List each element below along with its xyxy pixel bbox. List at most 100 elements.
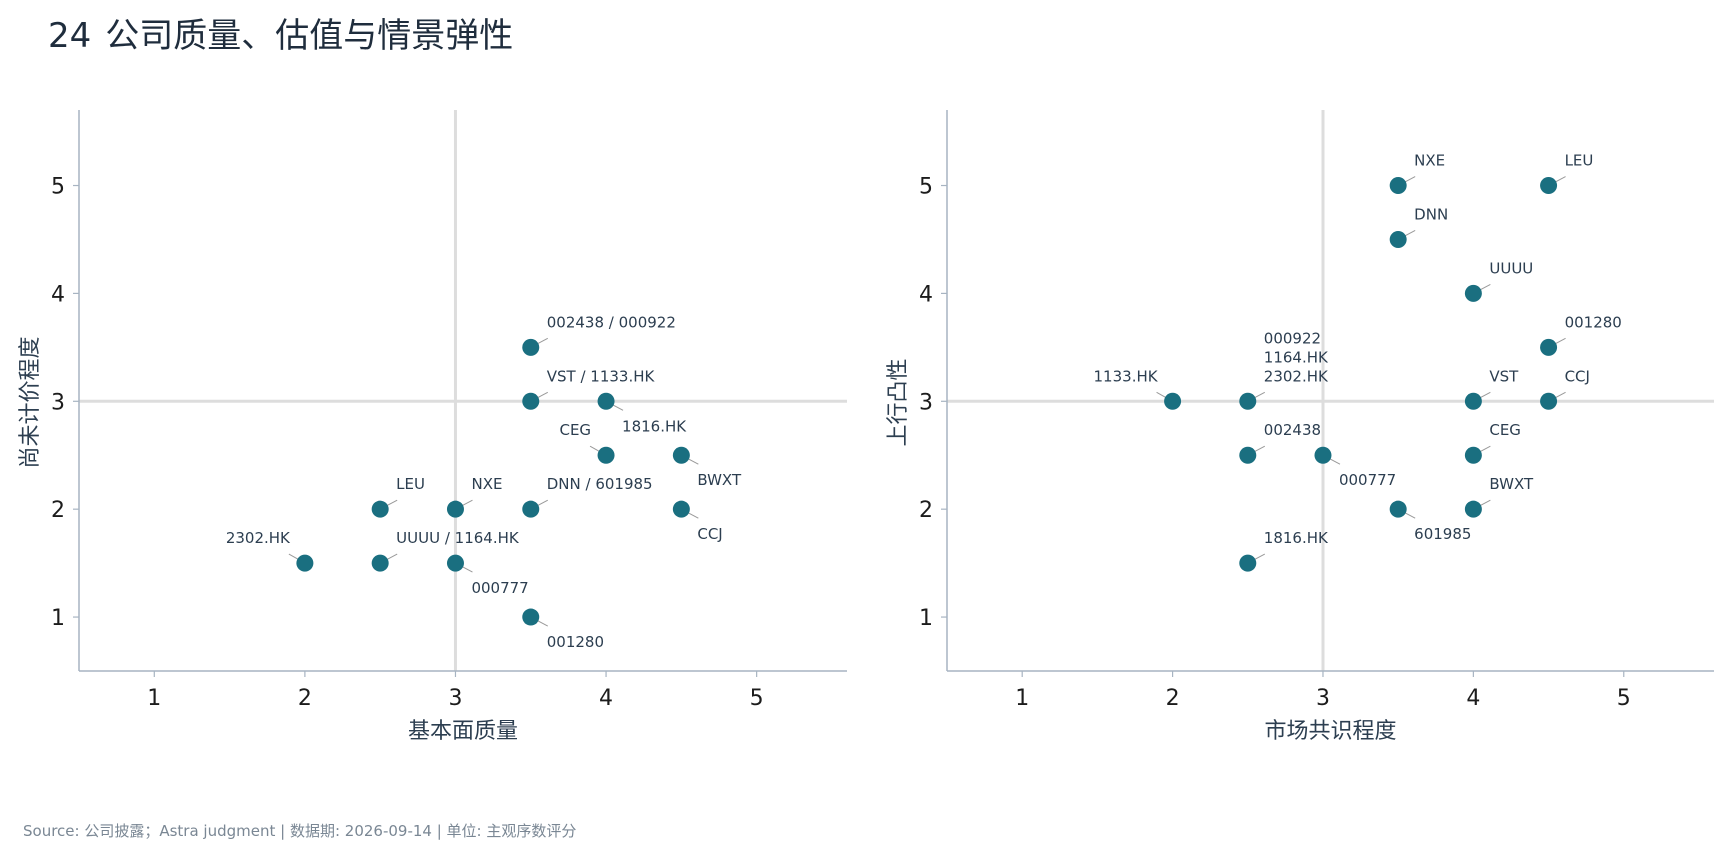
panel1-y-axis-title: 尚未计价程度 (18, 336, 43, 468)
panel2-x-tick-label: 1 (1015, 686, 1029, 711)
panel1-point-label: 1816.HK (622, 417, 687, 435)
panel1-x-tick-label: 4 (599, 686, 613, 711)
panel2-x-axis-title: 市场共识程度 (1264, 719, 1396, 744)
panel2-point-label-line: 1164.HK (1264, 348, 1329, 366)
panel2-point-label: 1133.HK (1094, 367, 1159, 385)
panel1-point-label: 002438 / 000922 (547, 313, 676, 331)
panel1-point-label: DNN / 601985 (547, 475, 653, 493)
panel2-y-axis-title: 上行凸性 (886, 358, 911, 446)
panel2-point-label-line: 601985 (1414, 525, 1471, 543)
panel1-data-point (371, 554, 389, 572)
panel2-x-tick-label: 2 (1166, 686, 1180, 711)
panel1-point-label: 000777 (471, 579, 528, 597)
panel2-point-label: 000922 1164.HK 2302.HK (1264, 329, 1329, 385)
panel1-point-label: LEU (396, 475, 425, 493)
panel1-data-point (296, 554, 314, 572)
panel2-point-label: CEG (1489, 421, 1521, 439)
panel2-point-label-line: 2302.HK (1264, 367, 1329, 385)
panel2-point-label: DNN (1414, 205, 1448, 223)
panel1-y-tick-label: 3 (51, 390, 65, 415)
panel1-point-label: CCJ (697, 525, 722, 543)
panel1-point-label: UUUU / 1164.HK (396, 529, 520, 547)
panel1-point-label: CEG (559, 421, 591, 439)
panel1-y-tick-label: 1 (51, 606, 65, 631)
panel2-y-tick-label: 1 (919, 606, 933, 631)
panel1-point-label-line: NXE (471, 475, 502, 493)
panel2-point-label-line: 1133.HK (1094, 367, 1159, 385)
panel1-x-tick-label: 1 (147, 686, 161, 711)
panel1-point-label: 2302.HK (226, 529, 291, 547)
panel2-point-label-line: VST (1489, 367, 1519, 385)
panel1-data-point (446, 500, 464, 518)
panel2-point-label: VST (1489, 367, 1519, 385)
panel2-y-tick-label: 5 (919, 175, 933, 200)
panel1-data-point (522, 608, 540, 626)
panel1-y-tick-label: 5 (51, 175, 65, 200)
panel1-point-label-line: BWXT (697, 471, 742, 489)
panel2-point-label: 000777 (1339, 471, 1396, 489)
panel2-x-tick-label: 4 (1466, 686, 1480, 711)
panel2-point-label: 001280 (1565, 313, 1622, 331)
panel2-point-label: UUUU (1489, 259, 1533, 277)
panel2-point-label: 1816.HK (1264, 529, 1329, 547)
panel1-y-tick-label: 4 (51, 282, 65, 307)
panel2-point-label-line: 000922 (1264, 329, 1321, 347)
title-number: 24 (48, 16, 92, 56)
panel1-data-point (371, 500, 389, 518)
panel2-data-point (1389, 500, 1407, 518)
panel2-data-point (1464, 392, 1482, 410)
panel1-point-label-line: 001280 (547, 633, 604, 651)
panel2-data-point (1540, 177, 1558, 195)
panel2-point-label-line: LEU (1565, 152, 1594, 170)
panel1-data-point (672, 446, 690, 464)
panel2-x-tick-label: 5 (1617, 686, 1631, 711)
panel1-point-label-line: 002438 / 000922 (547, 313, 676, 331)
panel2-data-point (1464, 446, 1482, 464)
panel2-point-label-line: NXE (1414, 152, 1445, 170)
panel1-point-label-line: VST / 1133.HK (547, 367, 656, 385)
source-note: Source: 公司披露；Astra judgment | 数据期: 2026-… (23, 822, 577, 840)
panel1-point-label-line: CCJ (697, 525, 722, 543)
panel1-point-label-line: UUUU / 1164.HK (396, 529, 520, 547)
panel2-data-point (1464, 284, 1482, 302)
panel1-data-point (597, 446, 615, 464)
panel2-point-label-line: 000777 (1339, 471, 1396, 489)
panel2-data-point (1314, 446, 1332, 464)
panel2-point-label: CCJ (1565, 367, 1590, 385)
panel2-point-label-line: CEG (1489, 421, 1521, 439)
panel2-point-label: 601985 (1414, 525, 1471, 543)
panel2-data-point (1540, 392, 1558, 410)
panel2-point-label-line: CCJ (1565, 367, 1590, 385)
panel2-point-label-line: BWXT (1489, 475, 1534, 493)
panel2-y-tick-label: 4 (919, 282, 933, 307)
panel2-data-point (1239, 554, 1257, 572)
panel1-data-point (522, 338, 540, 356)
panel2-point-label: BWXT (1489, 475, 1534, 493)
panel2-y-tick-label: 2 (919, 498, 933, 523)
panel1-x-axis-title: 基本面质量 (408, 719, 518, 744)
panel1-point-label-line: LEU (396, 475, 425, 493)
panel2-data-point (1239, 392, 1257, 410)
panel2-y-tick-label: 3 (919, 390, 933, 415)
panel2-data-point (1540, 338, 1558, 356)
panel1-point-label: BWXT (697, 471, 742, 489)
panel2-point-label-line: 001280 (1565, 313, 1622, 331)
panel2-point-label: NXE (1414, 152, 1445, 170)
panel1-point-label-line: 2302.HK (226, 529, 291, 547)
panel2-point-label-line: UUUU (1489, 259, 1533, 277)
panel2-data-point (1239, 446, 1257, 464)
panel1-data-point (522, 500, 540, 518)
panel2-x-tick-label: 3 (1316, 686, 1330, 711)
panel1-data-point (522, 392, 540, 410)
panel1-data-point (446, 554, 464, 572)
panel2-point-label: LEU (1565, 152, 1594, 170)
panel1-y-tick-label: 2 (51, 498, 65, 523)
panel1-data-point (672, 500, 690, 518)
page-title: 24 公司质量、估值与情景弹性 (48, 8, 513, 57)
panel1-data-point (597, 392, 615, 410)
title-text: 公司质量、估值与情景弹性 (105, 16, 514, 56)
panel1-point-label-line: 1816.HK (622, 417, 687, 435)
panel2-data-point (1164, 392, 1182, 410)
panel2-data-point (1389, 230, 1407, 248)
